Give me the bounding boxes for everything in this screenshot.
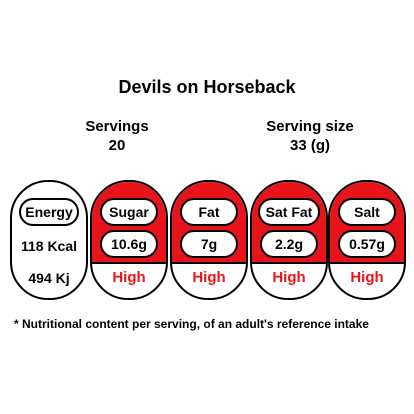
nutrition-label: Energy 118 Kcal 494 Kj Sugar 10.6g High …: [10, 180, 406, 300]
nutrient-name: Salt: [338, 198, 396, 226]
nutrient-amount: 7g: [180, 230, 238, 258]
nutrient-card-sugar: Sugar 10.6g High: [90, 180, 168, 300]
energy-kj: 494 Kj: [28, 270, 70, 286]
nutrient-card-salt: Salt 0.57g High: [328, 180, 406, 300]
energy-card: Energy 118 Kcal 494 Kj: [10, 180, 88, 300]
energy-label: Energy: [19, 198, 79, 226]
nutrient-card-fat: Fat 7g High: [170, 180, 248, 300]
energy-kcal: 118 Kcal: [20, 238, 78, 254]
serving-size-value: 33 (g): [289, 137, 330, 154]
nutrient-name: Fat: [180, 198, 238, 226]
nutrient-level: High: [112, 269, 146, 286]
servings-value: 20: [108, 137, 126, 154]
footnote: * Nutritional content per serving, of an…: [14, 317, 369, 331]
nutrient-amount: 2.2g: [260, 230, 318, 258]
nutrient-level: High: [272, 269, 306, 286]
nutrient-card-sat-fat: Sat Fat 2.2g High: [250, 180, 328, 300]
nutrient-level: High: [192, 269, 226, 286]
serving-size-block: Serving size 33 (g): [235, 117, 385, 155]
nutrient-name: Sat Fat: [258, 198, 320, 226]
nutrient-amount: 0.57g: [338, 230, 396, 258]
serving-size-label: Serving size: [266, 118, 354, 135]
servings-label: Servings: [85, 118, 149, 135]
servings-block: Servings 20: [42, 117, 192, 155]
recipe-title: Devils on Horseback: [118, 77, 296, 97]
nutrient-level: High: [350, 269, 384, 286]
nutrient-amount: 10.6g: [100, 230, 158, 258]
nutrient-name: Sugar: [100, 198, 158, 226]
